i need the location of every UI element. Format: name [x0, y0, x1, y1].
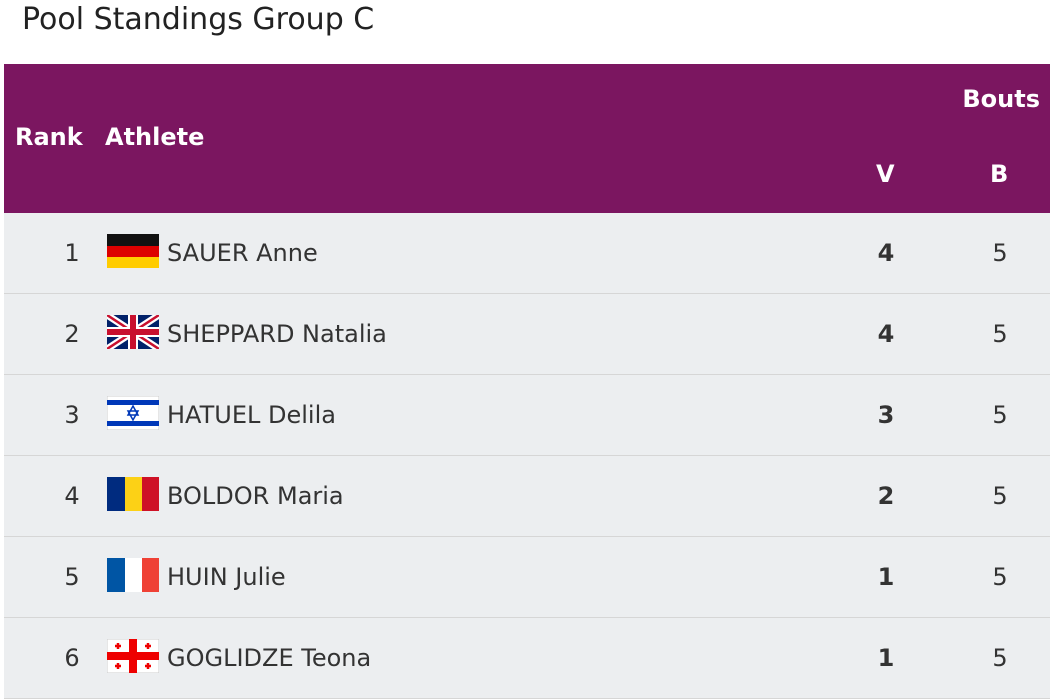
flag-icon — [107, 639, 159, 673]
athlete-name: HUIN Julie — [167, 563, 286, 591]
column-header: Athlete — [105, 123, 205, 151]
rank: 2 — [64, 320, 80, 348]
athlete-name: BOLDOR Maria — [167, 482, 344, 510]
victories: 3 — [877, 401, 895, 429]
victories: 1 — [877, 644, 895, 672]
flag-icon — [107, 315, 159, 349]
rank: 5 — [64, 563, 80, 591]
rank: 3 — [64, 401, 80, 429]
table-row: 5 HUIN Julie 1 5 — [4, 537, 1050, 618]
column-header: V — [876, 160, 895, 188]
athlete-name: HATUEL Delila — [167, 401, 336, 429]
victories: 2 — [877, 482, 895, 510]
column-header: Bouts — [962, 85, 1040, 113]
flag-icon — [107, 558, 159, 592]
rank: 6 — [64, 644, 80, 672]
bouts: 5 — [992, 563, 1008, 591]
bouts: 5 — [992, 239, 1008, 267]
table-row: 3 HATUEL Delila 3 5 — [4, 375, 1050, 456]
column-header: Rank — [15, 123, 83, 151]
victories: 1 — [877, 563, 895, 591]
flag-icon — [107, 396, 159, 430]
table-row: 2 SHEPPARD Natalia 4 5 — [4, 294, 1050, 375]
table-header: Rank Athlete Bouts V B — [4, 64, 1050, 213]
bouts: 5 — [992, 482, 1008, 510]
page-title: Pool Standings Group C — [22, 2, 375, 37]
athlete-name: SAUER Anne — [167, 239, 318, 267]
table-row: 1 SAUER Anne 4 5 — [4, 213, 1050, 294]
athlete-name: SHEPPARD Natalia — [167, 320, 387, 348]
bouts: 5 — [992, 644, 1008, 672]
victories: 4 — [877, 320, 895, 348]
flag-icon — [107, 234, 159, 268]
rank: 4 — [64, 482, 80, 510]
athlete-name: GOGLIDZE Teona — [167, 644, 372, 672]
bouts: 5 — [992, 401, 1008, 429]
table-row: 6 GOGLIDZE Teona 1 5 — [4, 618, 1050, 699]
table-row: 4 BOLDOR Maria 2 5 — [4, 456, 1050, 537]
flag-icon — [107, 477, 159, 511]
rank: 1 — [64, 239, 80, 267]
column-header: B — [990, 160, 1009, 188]
bouts: 5 — [992, 320, 1008, 348]
victories: 4 — [877, 239, 895, 267]
